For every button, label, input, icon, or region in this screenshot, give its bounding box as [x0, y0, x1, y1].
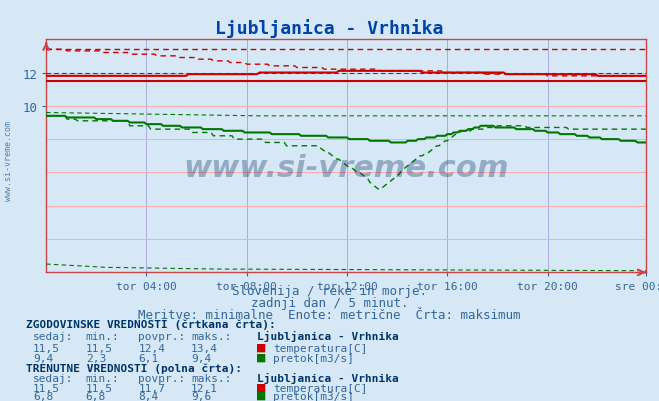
Text: ■: ■ [257, 340, 266, 354]
Text: ■: ■ [257, 380, 266, 394]
Text: 9,4: 9,4 [191, 353, 212, 363]
Text: 12,1: 12,1 [191, 383, 218, 393]
Text: www.si-vreme.com: www.si-vreme.com [183, 154, 509, 182]
Text: www.si-vreme.com: www.si-vreme.com [4, 120, 13, 200]
Text: Ljubljanica - Vrhnika: Ljubljanica - Vrhnika [257, 372, 399, 383]
Text: pretok[m3/s]: pretok[m3/s] [273, 353, 355, 363]
Text: 12,4: 12,4 [138, 343, 165, 353]
Text: 13,4: 13,4 [191, 343, 218, 353]
Text: 6,8: 6,8 [86, 391, 106, 401]
Text: temperatura[C]: temperatura[C] [273, 383, 368, 393]
Text: min.:: min.: [86, 331, 119, 341]
Text: 9,4: 9,4 [33, 353, 53, 363]
Text: sedaj:: sedaj: [33, 373, 73, 383]
Text: TRENUTNE VREDNOSTI (polna črta):: TRENUTNE VREDNOSTI (polna črta): [26, 363, 243, 373]
Text: povpr.:: povpr.: [138, 373, 186, 383]
Text: 6,1: 6,1 [138, 353, 159, 363]
Text: Meritve: minimalne  Enote: metrične  Črta: maksimum: Meritve: minimalne Enote: metrične Črta:… [138, 308, 521, 321]
Text: 11,5: 11,5 [33, 383, 60, 393]
Text: ■: ■ [257, 350, 266, 364]
Text: 11,5: 11,5 [86, 383, 113, 393]
Text: povpr.:: povpr.: [138, 331, 186, 341]
Text: 8,4: 8,4 [138, 391, 159, 401]
Text: maks.:: maks.: [191, 331, 231, 341]
Text: maks.:: maks.: [191, 373, 231, 383]
Text: 11,7: 11,7 [138, 383, 165, 393]
Text: 11,5: 11,5 [86, 343, 113, 353]
Text: temperatura[C]: temperatura[C] [273, 343, 368, 353]
Text: ZGODOVINSKE VREDNOSTI (črtkana črta):: ZGODOVINSKE VREDNOSTI (črtkana črta): [26, 318, 276, 329]
Text: 6,8: 6,8 [33, 391, 53, 401]
Text: sedaj:: sedaj: [33, 331, 73, 341]
Text: ■: ■ [257, 388, 266, 401]
Text: 11,5: 11,5 [33, 343, 60, 353]
Text: 9,6: 9,6 [191, 391, 212, 401]
Text: Slovenija / reke in morje.: Slovenija / reke in morje. [232, 284, 427, 297]
Text: zadnji dan / 5 minut.: zadnji dan / 5 minut. [251, 296, 408, 309]
Text: pretok[m3/s]: pretok[m3/s] [273, 391, 355, 401]
Text: min.:: min.: [86, 373, 119, 383]
Text: 2,3: 2,3 [86, 353, 106, 363]
Text: Ljubljanica - Vrhnika: Ljubljanica - Vrhnika [257, 330, 399, 341]
Text: Ljubljanica - Vrhnika: Ljubljanica - Vrhnika [215, 18, 444, 38]
